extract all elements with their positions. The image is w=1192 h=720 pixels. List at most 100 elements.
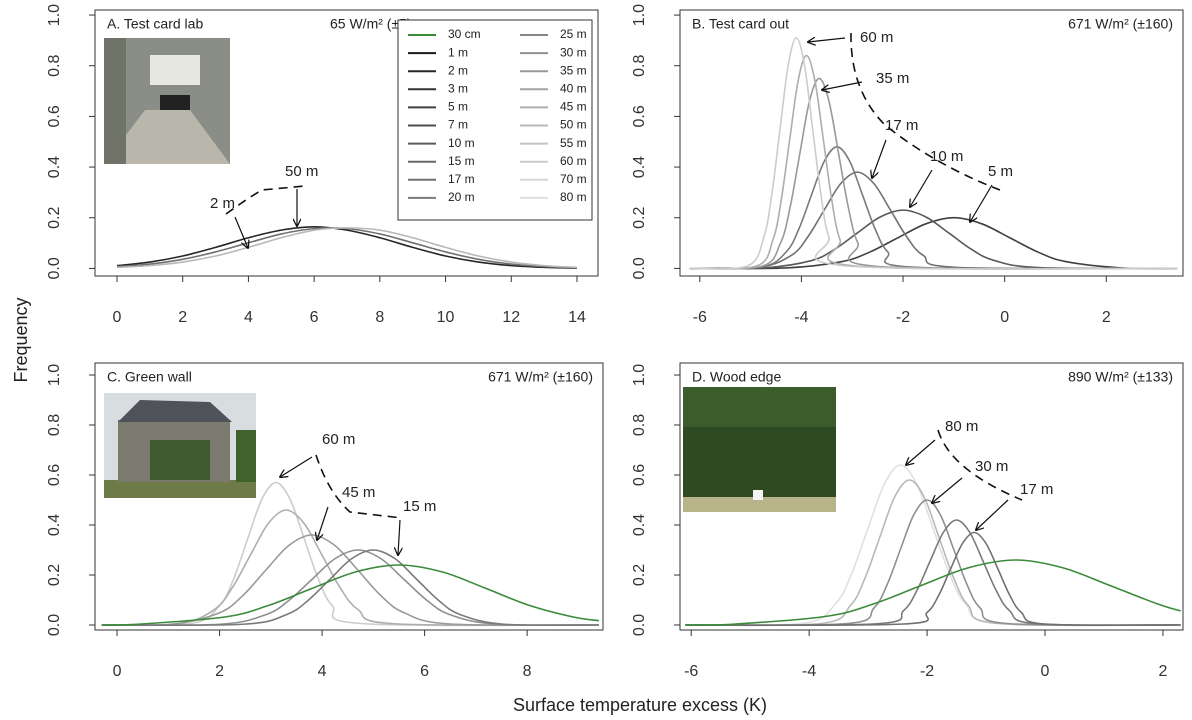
curves xyxy=(101,481,600,627)
density-curve xyxy=(689,37,1178,270)
legend-label: 3 m xyxy=(448,81,468,95)
photo-wood xyxy=(683,387,836,512)
photo-light xyxy=(150,55,200,85)
legend-label: 2 m xyxy=(448,63,468,77)
density-curve xyxy=(689,54,1178,270)
y-tick-label: 0.6 xyxy=(631,105,648,127)
annotation-arrow xyxy=(976,499,1009,530)
y-tick-label: 0.4 xyxy=(46,156,63,178)
x-tick-label: 0 xyxy=(1000,309,1009,326)
annotation-arrow xyxy=(872,139,887,178)
annotation-arrow xyxy=(932,477,963,503)
photo-canopy xyxy=(683,387,836,427)
annotation: 60 m xyxy=(322,431,355,448)
x-tick-label: -2 xyxy=(920,663,934,680)
photo-field xyxy=(683,497,836,512)
density-curve xyxy=(101,549,599,627)
x-tick-label: 4 xyxy=(318,663,327,680)
panel-title: D. Wood edge xyxy=(692,369,781,385)
x-tick-label: 12 xyxy=(502,309,520,326)
x-tick-label: 10 xyxy=(437,309,455,326)
density-curve xyxy=(689,171,1178,270)
y-tick-label: 1.0 xyxy=(46,364,63,386)
photo-wall xyxy=(104,38,126,164)
annotation: 35 m xyxy=(876,70,909,87)
legend-label: 35 m xyxy=(560,63,587,77)
x-tick-label: 4 xyxy=(244,309,253,326)
legend-label: 10 m xyxy=(448,136,475,150)
density-curve xyxy=(685,499,1181,627)
x-tick-label: -6 xyxy=(693,309,707,326)
annotation: 17 m xyxy=(1020,481,1053,498)
legend-label: 17 m xyxy=(448,172,475,186)
density-curve xyxy=(116,227,578,269)
annotation-arrow xyxy=(906,439,936,465)
irradiance: 65 W/m² (±5) xyxy=(330,16,412,32)
legend-label: 80 m xyxy=(560,190,587,204)
legend-label: 15 m xyxy=(448,154,475,168)
x-tick-label: -4 xyxy=(794,309,808,326)
annotation-connector xyxy=(850,32,1001,191)
density-curve xyxy=(685,464,1181,627)
annotation: 5 m xyxy=(988,163,1013,180)
y-tick-label: 0.0 xyxy=(46,614,63,636)
legend-label: 7 m xyxy=(448,118,468,132)
annotation: 80 m xyxy=(945,418,978,435)
legend-label: 45 m xyxy=(560,100,587,114)
curves xyxy=(116,226,578,269)
annotation: 17 m xyxy=(885,117,918,134)
irradiance: 890 W/m² (±133) xyxy=(1068,369,1173,385)
annotation-arrow xyxy=(822,81,863,90)
legend-label: 60 m xyxy=(560,154,587,168)
y-tick-label: 0.8 xyxy=(46,55,63,77)
annotation: 15 m xyxy=(403,498,436,515)
photo-lab xyxy=(104,38,230,164)
x-tick-label: 8 xyxy=(523,663,532,680)
legend-label: 30 cm xyxy=(448,27,481,41)
y-tick-label: 1.0 xyxy=(631,4,648,26)
x-tick-label: 2 xyxy=(178,309,187,326)
plot-frame xyxy=(94,362,604,631)
plot-frame xyxy=(679,362,1184,631)
annotation: 30 m xyxy=(975,458,1008,475)
density-curve xyxy=(689,209,1178,270)
legend-label: 1 m xyxy=(448,45,468,59)
x-tick-label: 0 xyxy=(1041,663,1050,680)
photo-trees xyxy=(236,430,256,482)
x-tick-label: 6 xyxy=(420,663,429,680)
photo-roof xyxy=(118,400,232,422)
density-curve xyxy=(685,531,1181,627)
x-tick-label: 0 xyxy=(113,663,122,680)
annotation-arrow xyxy=(317,506,329,540)
density-curve xyxy=(101,564,600,626)
y-tick-label: 0.6 xyxy=(631,464,648,486)
y-tick-label: 0.0 xyxy=(46,257,63,279)
density-curve xyxy=(101,509,599,627)
x-tick-label: -4 xyxy=(802,663,816,680)
panel-title: C. Green wall xyxy=(107,369,192,385)
x-tick-label: 2 xyxy=(215,663,224,680)
legend-label: 70 m xyxy=(560,172,587,186)
annotation-arrow xyxy=(280,456,313,477)
plot-frame xyxy=(94,9,599,277)
density-curve xyxy=(685,519,1181,626)
legend-label: 20 m xyxy=(448,190,475,204)
photo-door xyxy=(160,95,190,110)
legend-label: 25 m xyxy=(560,27,587,41)
y-tick-label: 0.4 xyxy=(46,514,63,536)
annotation: 45 m xyxy=(342,484,375,501)
legend-label: 40 m xyxy=(560,81,587,95)
y-tick-label: 0.0 xyxy=(631,614,648,636)
y-tick-label: 0.8 xyxy=(631,414,648,436)
annotation-arrow xyxy=(970,184,993,222)
y-tick-label: 0.4 xyxy=(631,514,648,536)
legend-label: 30 m xyxy=(560,45,587,59)
legend-label: 5 m xyxy=(448,100,468,114)
curves xyxy=(689,37,1178,270)
annotation-connector xyxy=(225,185,306,215)
y-tick-label: 0.6 xyxy=(46,464,63,486)
irradiance: 671 W/m² (±160) xyxy=(1068,16,1173,32)
y-tick-label: 0.4 xyxy=(631,156,648,178)
density-curve xyxy=(689,145,1178,270)
